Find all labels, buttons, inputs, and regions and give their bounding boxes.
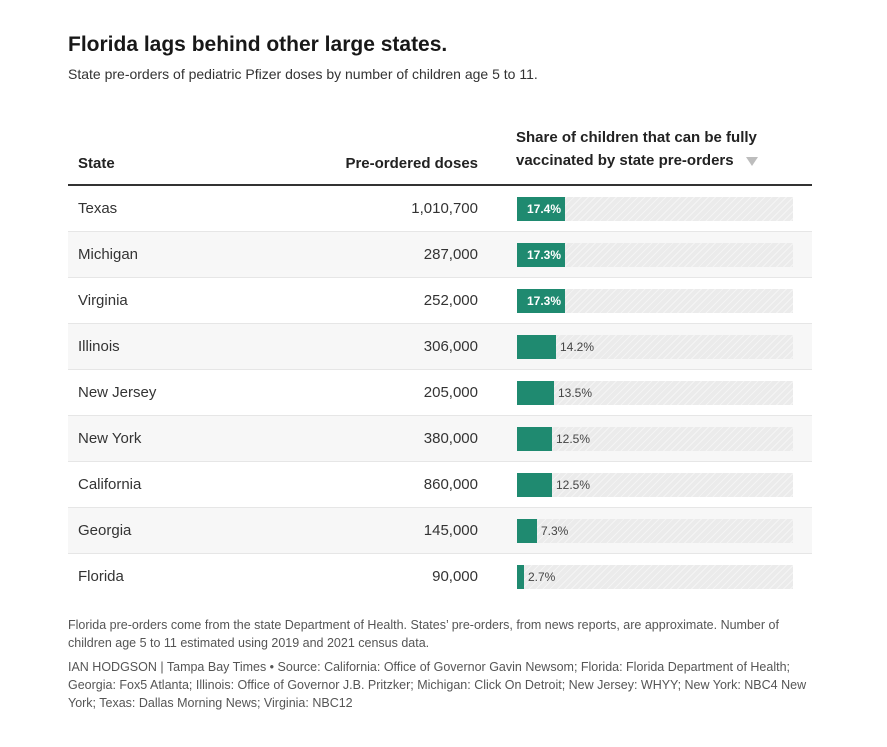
share-bar-track: 13.5%: [517, 381, 793, 405]
share-bar-track: 12.5%: [517, 473, 793, 497]
share-bar: [517, 473, 552, 497]
share-bar: [517, 335, 556, 359]
doses-value: 380,000: [423, 430, 478, 447]
share-bar-track: 2.7%: [517, 565, 793, 589]
table-row: Virginia 252,000 17.3%: [68, 278, 812, 324]
state-name: New Jersey: [78, 384, 157, 401]
share-label: 17.3%: [527, 248, 562, 262]
share-bar-track: 12.5%: [517, 427, 793, 451]
sort-descending-icon[interactable]: [745, 156, 758, 166]
table-row: Michigan 287,000 17.3%: [68, 232, 812, 278]
share-label: 14.2%: [560, 340, 595, 354]
share-label: 2.7%: [528, 570, 556, 584]
share-label: 7.3%: [541, 524, 569, 538]
doses-value: 252,000: [423, 292, 478, 309]
doses-value: 287,000: [423, 246, 478, 263]
state-name: Michigan: [78, 246, 139, 263]
table-row: Illinois 306,000 14.2%: [68, 324, 812, 370]
state-name: Illinois: [78, 338, 120, 355]
data-table: State Pre-ordered doses Share of childre…: [68, 120, 812, 599]
doses-value: 145,000: [423, 522, 478, 539]
table-row: New York 380,000 12.5%: [68, 416, 812, 462]
column-header-state-label: State: [78, 155, 115, 172]
table-body: Texas 1,010,700 17.4% Michigan 287,000 17.3% V…: [68, 186, 812, 599]
doses-value: 1,010,700: [411, 200, 478, 217]
doses-value: 205,000: [423, 384, 478, 401]
share-bar: [517, 381, 554, 405]
share-label: 12.5%: [556, 432, 591, 446]
state-name: Texas: [78, 200, 118, 217]
state-name: California: [78, 476, 142, 493]
doses-value: 306,000: [423, 338, 478, 355]
source-credit: IAN HODGSON | Tampa Bay Times • Source: …: [68, 660, 807, 710]
share-label: 12.5%: [556, 478, 591, 492]
share-bar: [517, 519, 537, 543]
state-name: Georgia: [78, 522, 132, 539]
share-bar: [517, 565, 524, 589]
doses-value: 860,000: [423, 476, 478, 493]
table-row: California 860,000 12.5%: [68, 462, 812, 508]
column-header-state[interactable]: State: [78, 155, 115, 172]
share-bar-track: 17.3%: [517, 243, 793, 267]
share-bar: [517, 289, 565, 313]
doses-value: 90,000: [432, 568, 478, 585]
state-name: Florida: [78, 568, 124, 585]
share-bar-track: 17.4%: [517, 197, 793, 221]
column-header-doses-label: Pre-ordered doses: [345, 155, 478, 172]
column-header-doses[interactable]: Pre-ordered doses: [345, 155, 478, 172]
chart-subtitle: State pre-orders of pediatric Pfizer dos…: [68, 66, 538, 82]
share-bar: [517, 197, 565, 221]
footnote: Florida pre-orders come from the state D…: [68, 618, 779, 650]
state-name: Virginia: [78, 292, 128, 309]
share-bar-track: 14.2%: [517, 335, 793, 359]
share-bar: [517, 243, 565, 267]
column-header-share[interactable]: Share of children that can be fully vacc…: [516, 126, 786, 172]
chart-title: Florida lags behind other large states.: [68, 33, 448, 56]
state-name: New York: [78, 430, 142, 447]
table-row: Florida 90,000 2.7%: [68, 554, 812, 599]
table-row: Texas 1,010,700 17.4%: [68, 186, 812, 232]
table-row: New Jersey 205,000 13.5%: [68, 370, 812, 416]
share-label: 17.3%: [527, 294, 562, 308]
share-label: 17.4%: [527, 202, 562, 216]
table-row: Georgia 145,000 7.3%: [68, 508, 812, 554]
share-label: 13.5%: [558, 386, 593, 400]
table-header: State Pre-ordered doses Share of childre…: [68, 120, 812, 186]
share-bar: [517, 427, 552, 451]
column-header-share-label: Share of children that can be fully vacc…: [516, 129, 757, 169]
share-bar-track: 7.3%: [517, 519, 793, 543]
share-bar-track: 17.3%: [517, 289, 793, 313]
